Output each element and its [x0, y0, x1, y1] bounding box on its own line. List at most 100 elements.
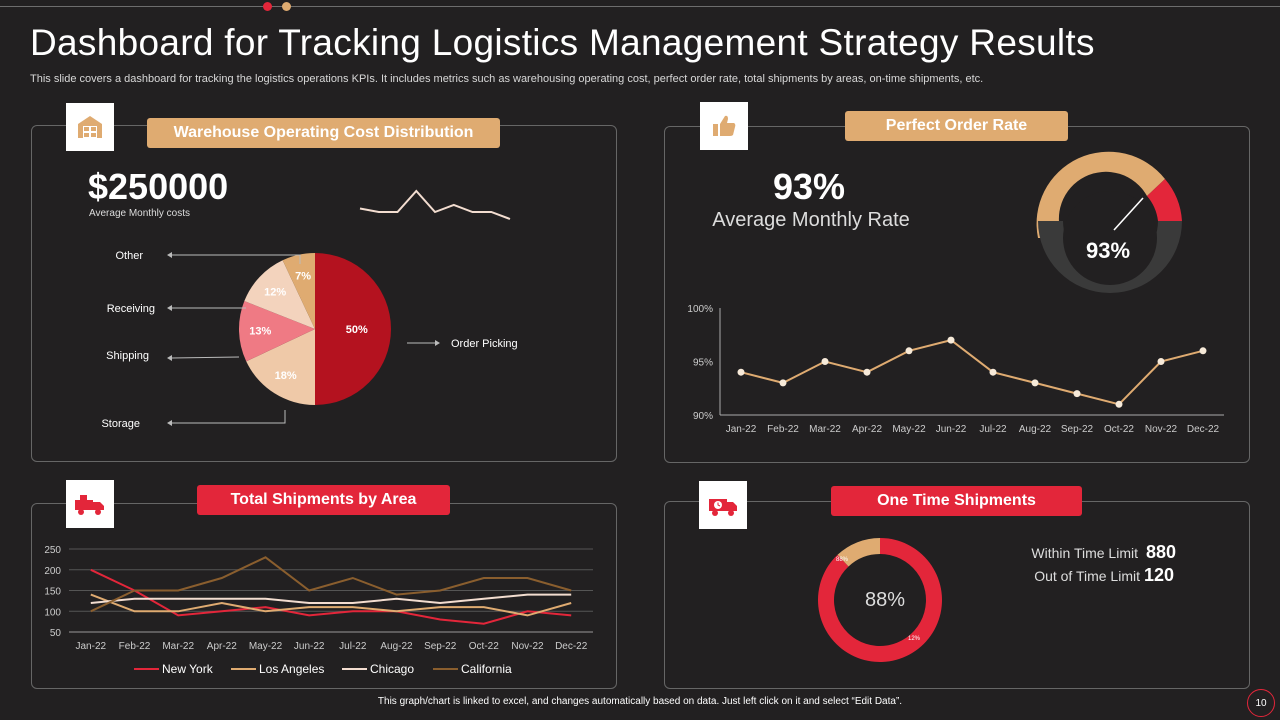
ontime-slice-minor-label: 12%: [908, 636, 921, 642]
series-line-los-angeles: [90, 593, 572, 617]
thumbs-up-icon-box: [700, 102, 748, 150]
pie-category-label: Other: [115, 250, 143, 262]
pie-slice-shipping: [238, 301, 315, 362]
pie-value-label: 18%: [275, 370, 297, 382]
accent-dot-tan: [282, 2, 291, 11]
pie-category-label: Order Picking: [451, 338, 518, 350]
warehouse-icon: [78, 116, 102, 138]
x-tick-label: Oct-22: [469, 641, 499, 652]
x-tick-label: Feb-22: [119, 641, 151, 652]
x-tick-label: Aug-22: [1019, 424, 1052, 435]
ontime-panel: [664, 501, 1250, 689]
x-tick-label: Jul-22: [979, 424, 1007, 435]
pie-slice-storage: [246, 329, 315, 405]
x-tick-label: Jul-22: [339, 641, 367, 652]
pie-value-label: 50%: [346, 324, 368, 336]
x-tick-label: Feb-22: [767, 424, 799, 435]
x-tick-label: Sep-22: [1061, 424, 1094, 435]
pie-slice-order-picking: [315, 253, 391, 405]
pie-leader-arrow: [167, 305, 172, 311]
gauge-needle: [1113, 197, 1144, 231]
data-point: [989, 368, 997, 376]
gauge-segment-tan: [1036, 151, 1165, 238]
pie-leader-arrow: [167, 420, 172, 426]
within-limit-value: 880: [1146, 542, 1177, 562]
gauge-value-label: 93%: [1085, 238, 1131, 263]
legend-label: Chicago: [370, 662, 414, 676]
x-tick-label: Nov-22: [1145, 424, 1178, 435]
y-tick-label: 90%: [693, 411, 713, 422]
data-point: [779, 379, 787, 387]
ontime-slice-main-label: 88%: [836, 557, 849, 563]
data-point: [947, 336, 955, 344]
data-point: [905, 347, 913, 355]
within-limit-label: Within Time Limit: [1031, 545, 1138, 561]
pie-value-label: 12%: [264, 287, 286, 299]
gauge-segment-dark: [1038, 221, 1182, 293]
x-tick-label: Sep-22: [424, 641, 457, 652]
x-tick-label: Jan-22: [76, 641, 107, 652]
x-tick-label: May-22: [892, 424, 926, 435]
warehouse-cost-pie-chart: 50% 18% 13% 12% 7% Order Picking Storage Shippi…: [101, 250, 518, 430]
data-point: [821, 358, 829, 365]
pie-leader-line: [171, 356, 240, 359]
pie-category-label: Receiving: [107, 303, 155, 315]
truck-clock-icon-box: [699, 481, 747, 529]
y-tick-label: 100: [44, 607, 61, 618]
x-tick-label: Apr-22: [207, 641, 237, 652]
pie-slice-other: [282, 253, 315, 329]
perfect-order-kpi-caption: Average Monthly Rate: [712, 209, 910, 231]
x-tick-label: Mar-22: [809, 424, 841, 435]
y-tick-label: 250: [44, 545, 61, 556]
delivery-truck-icon-box: [66, 480, 114, 528]
x-tick-label: Dec-22: [1187, 424, 1220, 435]
x-tick-label: Nov-22: [511, 641, 544, 652]
x-tick-label: Oct-22: [1104, 424, 1134, 435]
pie-leader-arrow: [167, 355, 172, 361]
thumbs-up-icon: [713, 115, 736, 136]
footer-note: This graph/chart is linked to excel, and…: [377, 696, 903, 707]
series-line-california: [90, 556, 572, 613]
truck-clock-icon: [709, 499, 737, 516]
pie-leader-arrow: [167, 252, 172, 258]
data-point: [1199, 347, 1207, 355]
pie-value-label: 7%: [295, 271, 311, 283]
y-tick-label: 100%: [687, 304, 713, 315]
pie-category-label: Shipping: [106, 350, 149, 362]
warehouse-icon-box: [66, 103, 114, 151]
shipments-multi-line-chart: 250 200 150 100 50 Jan-22 Feb-22 Mar-22 Apr-22 Ma…: [44, 545, 593, 676]
ontime-panel-label: One Time Shipments: [831, 486, 1082, 516]
warehouse-panel-label: Warehouse Operating Cost Distribution: [147, 118, 500, 148]
legend-label: Los Angeles: [259, 662, 324, 676]
legend-label: New York: [162, 662, 214, 676]
warehouse-sparkline: [359, 189, 511, 220]
data-point: [737, 368, 745, 376]
perfect-order-line-chart: 100% 95% 90% Jan-22 Feb-22 Mar-22 Apr-22 May-22…: [687, 304, 1224, 435]
rate-series-line: [740, 339, 1204, 406]
warehouse-kpi-caption: Average Monthly costs: [89, 208, 190, 219]
pie-leader-line: [172, 410, 286, 424]
pie-value-label: 13%: [249, 326, 271, 338]
delivery-truck-icon: [75, 495, 104, 515]
sparkline-line: [359, 189, 511, 220]
page-title: Dashboard for Tracking Logistics Managem…: [30, 22, 1095, 63]
x-tick-label: Jun-22: [294, 641, 325, 652]
y-tick-label: 95%: [693, 358, 713, 369]
out-limit-label: Out of Time Limit: [1034, 568, 1140, 584]
donut-slice-out-of-time-limit: [837, 538, 880, 567]
pie-leader-line: [172, 254, 301, 264]
data-point: [1115, 400, 1123, 408]
data-point: [1031, 379, 1039, 387]
x-tick-label: Jan-22: [726, 424, 757, 435]
ontime-center-label: 88%: [864, 589, 906, 611]
perfect-order-kpi-value: 93%: [772, 166, 846, 207]
pie-leader-arrow: [435, 340, 440, 346]
y-tick-label: 50: [50, 628, 62, 639]
x-tick-label: May-22: [249, 641, 283, 652]
perfect-order-gauge: [1036, 151, 1182, 293]
out-limit-value: 120: [1144, 565, 1175, 585]
y-tick-label: 150: [44, 587, 61, 598]
gauge-segment-red: [1147, 179, 1182, 221]
page-number: 10: [1247, 689, 1275, 717]
data-point: [863, 368, 871, 376]
